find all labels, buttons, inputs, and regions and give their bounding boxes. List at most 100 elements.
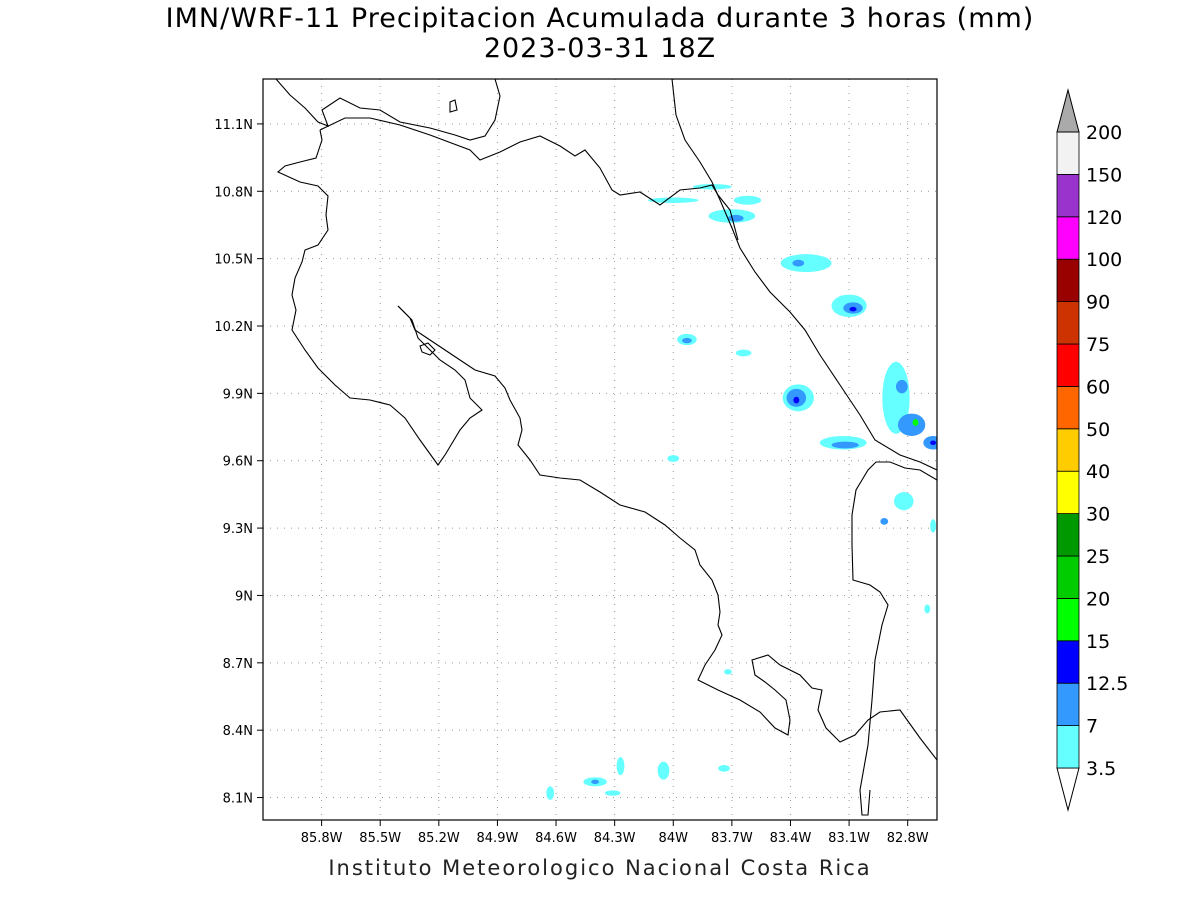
precip-cell: [849, 306, 857, 312]
lat-tick-label: 10.8N: [214, 185, 253, 200]
colorbar-segment: [1056, 216, 1080, 260]
lon-tick-label: 84.6W: [535, 831, 577, 846]
colorbar-label: 15: [1086, 631, 1110, 653]
colorbar-segment: [1056, 682, 1080, 727]
lat-tick-label: 9.6N: [223, 455, 253, 470]
colorbar-high-arrow: [1056, 88, 1080, 133]
colorbar-segment: [1056, 428, 1080, 472]
precip-cell: [692, 184, 732, 190]
precip-cell: [930, 519, 937, 533]
map-title: IMN/WRF-11 Precipitacion Acumulada duran…: [165, 3, 1035, 34]
precip-cell: [718, 764, 730, 772]
lat-tick-label: 9N: [235, 589, 253, 604]
map-gridlines: [263, 79, 937, 820]
colorbar-segment: [1056, 301, 1080, 345]
colorbar-label: 40: [1086, 461, 1110, 483]
lon-tick-label: 84.9W: [477, 831, 519, 846]
axis-ticks: 85.8W 85.5W 85.2W 84.9W 84.6W 84.3W 84W 83.7W 83…: [214, 118, 928, 846]
colorbar-segment: [1056, 173, 1080, 218]
precip-cell: [667, 455, 680, 462]
lon-tick-label: 84W: [659, 831, 689, 846]
colorbar-segment: [1056, 598, 1080, 642]
lon-tick-label: 83.7W: [711, 831, 753, 846]
precip-cell: [895, 379, 908, 394]
colorbar-label: 200: [1086, 122, 1122, 144]
lat-tick-label: 9.9N: [223, 387, 253, 402]
colorbar: 3.5 7 12.5 15 20 25 30 40 50 60 75 90 100 120 150 200: [1056, 88, 1128, 812]
precip-cell: [546, 786, 555, 800]
colorbar-label: 12.5: [1086, 673, 1128, 695]
colorbar-segment: [1056, 640, 1080, 684]
colorbar-segment: [1056, 513, 1080, 557]
precip-cell: [930, 440, 937, 446]
precip-cell: [912, 419, 919, 426]
lake-nicaragua-shore: [276, 129, 483, 466]
lat-tick-label: 8.1N: [223, 792, 253, 807]
colorbar-label: 3.5: [1086, 758, 1116, 780]
precip-cell: [616, 757, 625, 776]
precip-cell: [793, 396, 800, 404]
colorbar-segment: [1056, 343, 1080, 387]
colorbar-label: 120: [1086, 207, 1122, 229]
precip-cell: [682, 337, 692, 344]
colorbar-label: 20: [1086, 588, 1110, 610]
lon-tick-label: 85.5W: [359, 831, 401, 846]
map-valid-time: 2023-03-31 18Z: [483, 33, 717, 64]
coastline-pacific-main: [397, 305, 937, 761]
colorbar-segment: [1056, 258, 1080, 303]
precip-cell: [894, 492, 914, 511]
coastline-layer: [275, 79, 937, 816]
lat-tick-label: 8.7N: [223, 657, 253, 672]
coastline-nicaragua-north: [275, 79, 501, 141]
precip-cell: [657, 761, 670, 780]
lon-tick-label: 84.3W: [594, 831, 636, 846]
colorbar-label: 60: [1086, 376, 1110, 398]
island-ometepe-shore: [449, 99, 458, 113]
colorbar-low-arrow: [1056, 767, 1080, 812]
precip-cell: [780, 254, 832, 273]
colorbar-segment: [1056, 470, 1080, 515]
precip-cell: [924, 604, 931, 614]
precipitation-field: [546, 184, 937, 800]
colorbar-segment: [1056, 385, 1080, 430]
colorbar-segment: [1056, 725, 1080, 769]
lat-tick-label: 11.1N: [214, 118, 253, 133]
precip-cell: [880, 517, 889, 525]
lon-tick-label: 85.2W: [418, 831, 460, 846]
precip-cell: [882, 361, 910, 434]
colorbar-label: 30: [1086, 504, 1110, 526]
colorbar-label: 25: [1086, 546, 1110, 568]
precip-cell: [604, 790, 621, 796]
footer-credit: Instituto Meteorologico Nacional Costa R…: [328, 856, 872, 880]
colorbar-label: 90: [1086, 292, 1110, 314]
map-frame: [262, 78, 938, 821]
coastline-caribbean: [671, 79, 937, 471]
precip-cell: [792, 259, 805, 267]
lon-tick-label: 83.1W: [828, 831, 870, 846]
colorbar-label: 150: [1086, 164, 1122, 186]
precip-cell: [897, 413, 926, 437]
lat-tick-label: 9.3N: [223, 522, 253, 537]
precip-cell: [724, 669, 732, 675]
colorbar-label: 7: [1086, 716, 1098, 738]
colorbar-segment: [1056, 131, 1080, 175]
colorbar-segment: [1056, 555, 1080, 599]
lake-arenal-shore: [419, 342, 436, 356]
lat-tick-label: 8.4N: [223, 724, 253, 739]
lat-tick-label: 10.5N: [214, 253, 253, 268]
lon-tick-label: 82.8W: [887, 831, 929, 846]
precip-cell: [831, 441, 859, 449]
precip-cell: [591, 779, 600, 785]
colorbar-label: 75: [1086, 334, 1110, 356]
border-costarica-panama: [851, 461, 937, 816]
lon-tick-label: 83.4W: [770, 831, 812, 846]
precip-cell: [647, 197, 699, 203]
lon-tick-label: 85.8W: [301, 831, 343, 846]
colorbar-label: 100: [1086, 249, 1122, 271]
border-nicaragua-costarica: [319, 117, 739, 241]
precip-cell: [733, 195, 762, 205]
precip-cell: [735, 349, 752, 357]
precip-cell: [727, 214, 744, 222]
colorbar-label: 50: [1086, 419, 1110, 441]
